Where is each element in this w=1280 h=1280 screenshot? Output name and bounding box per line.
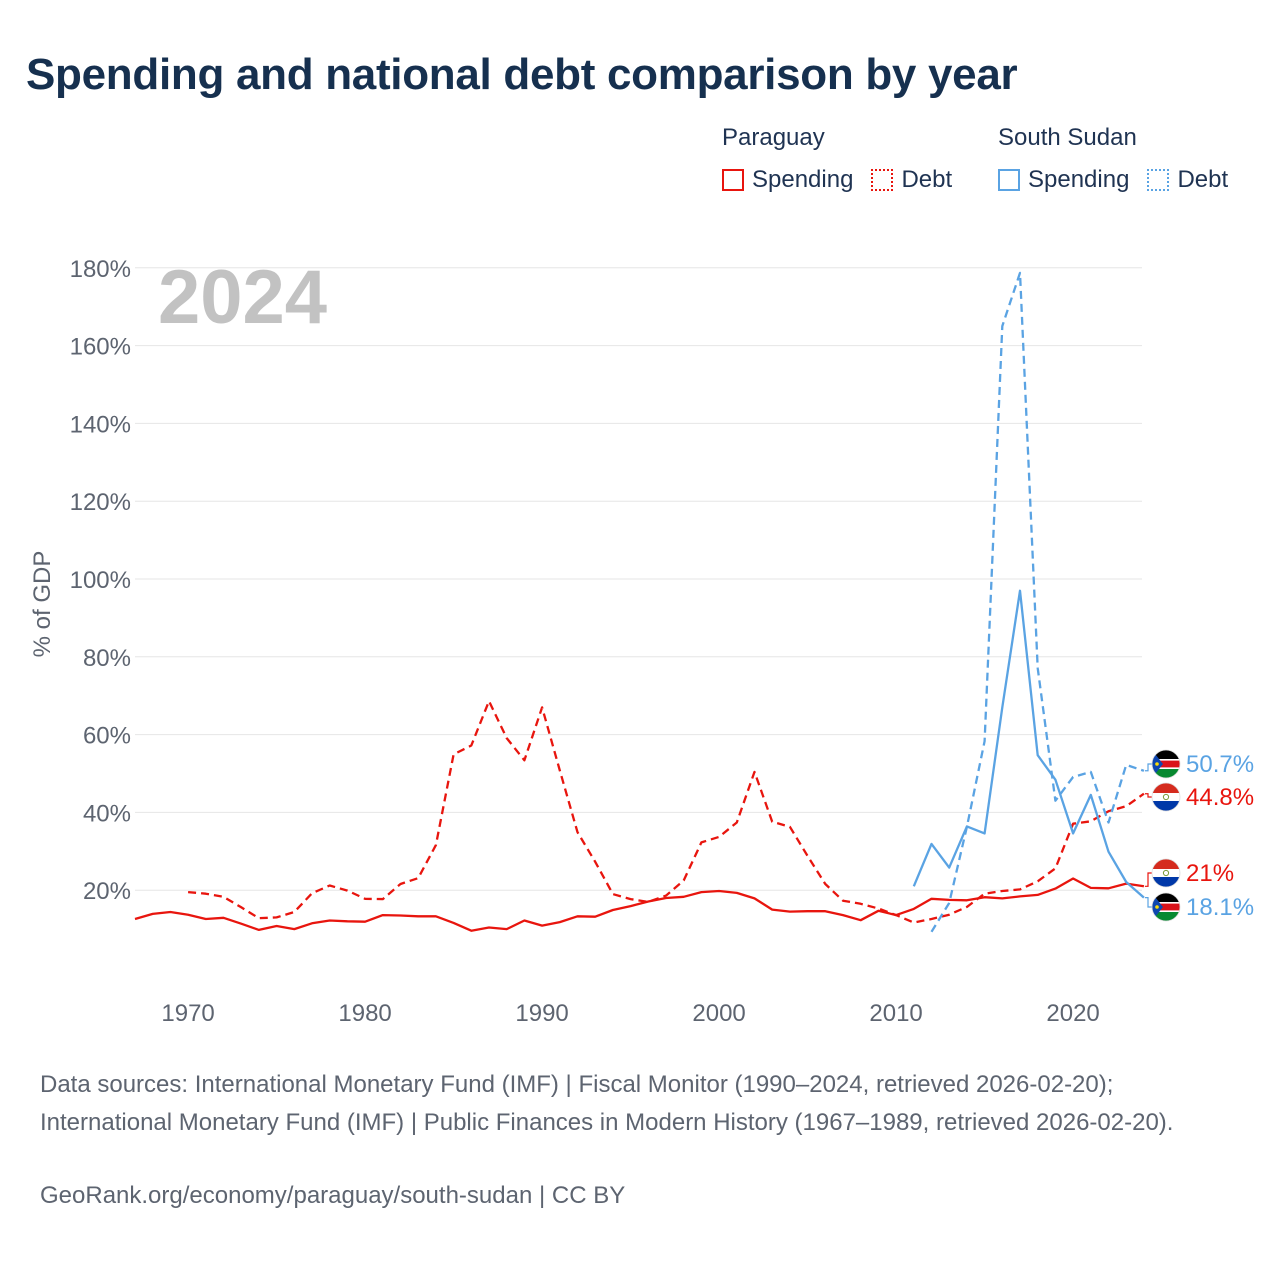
series-line-paraguay-spending[interactable] [134,877,1145,932]
y-axis-label: % of GDP [29,551,56,658]
series-line-paraguay-debt[interactable] [187,699,1145,924]
paraguay-flag-icon [1151,782,1181,812]
y-tick-label-160: 160% [70,334,131,361]
end-value-label-paraguay-debt: 44.8% [1186,784,1254,811]
legend-swatch-south-sudan-spending [998,169,1020,191]
series-line-south-sudan-debt[interactable] [930,271,1145,933]
legend-label-south-sudan-spending: Spending [1028,166,1130,193]
legend-item-south-sudan-spending[interactable]: Spending [998,166,1129,194]
x-tick-label-1970: 1970 [161,1000,214,1027]
legend-label-south-sudan-debt: Debt [1177,166,1229,193]
y-tick-label-180: 180% [70,256,131,283]
credit-link[interactable]: GeoRank.org/economy/paraguay/south-sudan… [40,1182,626,1209]
end-value-label-paraguay-spending: 21% [1186,860,1234,887]
y-tick-label-80: 80% [83,645,131,672]
legend-label-paraguay-debt: Debt [901,166,953,193]
paraguay-flag-icon [1151,858,1181,888]
end-label-connector [1144,896,1152,908]
y-tick-label-60: 60% [83,723,131,750]
end-value-label-south-sudan-spending: 18.1% [1186,894,1254,921]
south-sudan-flag-icon [1151,892,1181,922]
x-tick-label-2000: 2000 [692,1000,745,1027]
legend-paraguay: Paraguay Spending Debt [722,124,970,194]
year-watermark: 2024 [158,255,327,340]
y-tick-label-100: 100% [70,567,131,594]
end-label-connector [1144,793,1152,798]
y-tick-label-20: 20% [83,878,131,905]
x-tick-label-2010: 2010 [869,1000,922,1027]
x-tick-label-1980: 1980 [338,1000,391,1027]
series-line-south-sudan-spending[interactable] [912,589,1145,899]
x-tick-label-1990: 1990 [515,1000,568,1027]
end-label-connector [1144,872,1152,887]
legend-item-paraguay-debt[interactable]: Debt [871,166,952,194]
legend-country-south-sudan: South Sudan [998,124,1137,151]
y-tick-label-140: 140% [70,411,131,438]
legend-label-paraguay-spending: Spending [752,166,854,193]
south-sudan-flag-icon [1151,749,1181,779]
legend-swatch-paraguay-spending [722,169,744,191]
legend-swatch-south-sudan-debt [1147,169,1170,191]
x-tick-label-2020: 2020 [1046,1000,1099,1027]
legend-item-south-sudan-debt[interactable]: Debt [1147,166,1228,194]
legend-country-paraguay: Paraguay [722,124,825,151]
legend-south-sudan: South Sudan Spending Debt [998,124,1228,194]
data-sources: Data sources: International Monetary Fun… [40,1071,1174,1136]
end-label-connector [1144,763,1152,772]
y-tick-label-120: 120% [70,489,131,516]
y-tick-label-40: 40% [83,800,131,827]
legend-item-paraguay-spending[interactable]: Spending [722,166,853,194]
end-value-label-south-sudan-debt: 50.7% [1186,751,1254,778]
chart-title: Spending and national debt comparison by… [26,50,1018,99]
line-chart: 20% 40% 60% 80% 100% 120% 140% 160% 180% 1970 1980… [29,255,1254,1027]
legend-swatch-paraguay-debt [871,169,894,191]
